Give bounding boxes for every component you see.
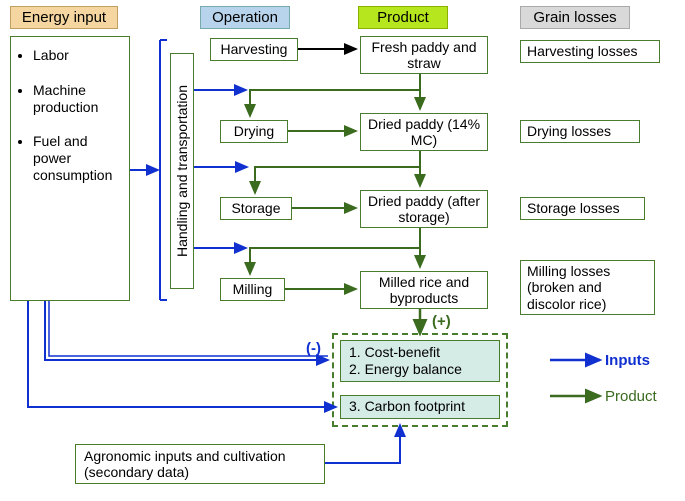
- legend-product: Product: [605, 388, 657, 405]
- sign-plus: (+): [432, 313, 451, 330]
- energy-item-machine: Machine production: [33, 82, 121, 116]
- loss-storage: Storage losses: [520, 197, 645, 220]
- analysis-costbenefit-energy: 1. Cost-benefit 2. Energy balance: [340, 340, 500, 382]
- op-milling: Milling: [220, 278, 285, 301]
- op-storage: Storage: [220, 197, 292, 220]
- prod-dried: Dried paddy (14% MC): [360, 113, 488, 151]
- prod-milled: Milled rice and byproducts: [360, 271, 488, 309]
- analysis-line1: 1. Cost-benefit: [349, 344, 462, 362]
- analysis-line2: 2. Energy balance: [349, 361, 462, 379]
- op-drying: Drying: [220, 120, 288, 143]
- header-energy: Energy input: [10, 6, 118, 29]
- sign-minus: (-): [306, 340, 321, 357]
- energy-item-fuel: Fuel and power consumption: [33, 133, 121, 183]
- energy-item-labor: Labor: [33, 47, 121, 64]
- handling-box: Handling and transportation: [170, 53, 194, 289]
- loss-milling: Milling losses (broken and discolor rice…: [520, 260, 655, 315]
- header-operation: Operation: [200, 6, 290, 29]
- header-product: Product: [358, 6, 448, 29]
- analysis-carbon: 3. Carbon footprint: [340, 395, 500, 419]
- loss-drying: Drying losses: [520, 120, 640, 143]
- legend-inputs: Inputs: [605, 352, 650, 369]
- prod-stored: Dried paddy (after storage): [360, 190, 488, 228]
- loss-harvesting: Harvesting losses: [520, 40, 660, 63]
- prod-fresh: Fresh paddy and straw: [360, 36, 488, 74]
- agronomic-box: Agronomic inputs and cultivation (second…: [75, 444, 325, 484]
- header-losses: Grain losses: [520, 6, 630, 29]
- op-harvesting: Harvesting: [210, 38, 298, 61]
- energy-input-box: Labor Machine production Fuel and power …: [10, 36, 130, 301]
